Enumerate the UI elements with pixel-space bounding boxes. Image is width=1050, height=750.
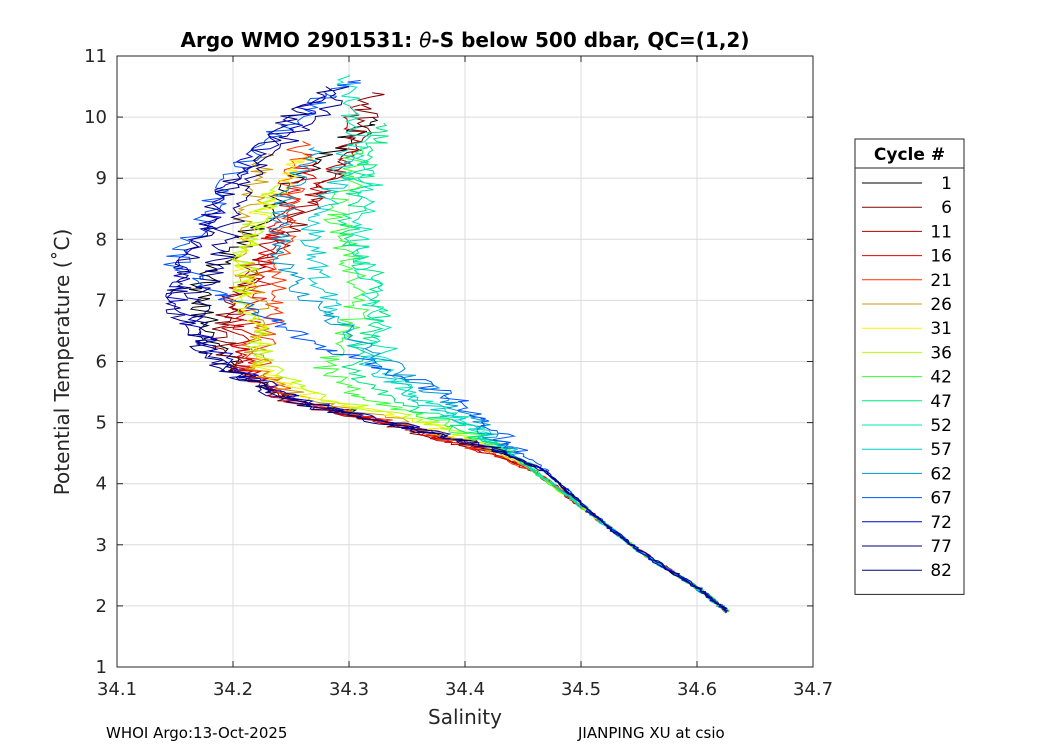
x-tick-label: 34.7 <box>793 679 833 700</box>
y-axis-ticks: 1 2 3 4 5 6 7 8 9 10 11 <box>84 46 813 678</box>
y-tick-label: 4 <box>96 474 107 495</box>
footer-author: JIANPING XU at csio <box>578 724 725 742</box>
y-axis-label: Potential Temperature (˚C) <box>50 229 74 496</box>
legend-label-77: 77 <box>930 537 952 557</box>
series-line-cycle-21 <box>244 141 729 613</box>
legend-label-62: 62 <box>930 464 952 484</box>
legend-label-21: 21 <box>930 271 952 291</box>
series-line-cycle-62 <box>267 147 728 612</box>
y-tick-label: 11 <box>84 46 107 67</box>
y-tick-label: 8 <box>96 229 107 250</box>
series-line-cycle-6 <box>210 92 730 613</box>
title-suffix: -S below 500 dbar, QC=(1,2) <box>431 28 749 52</box>
series-line-cycle-72 <box>165 92 729 614</box>
legend-label-52: 52 <box>930 416 952 436</box>
y-tick-label: 2 <box>96 596 107 617</box>
title-prefix: Argo WMO 2901531: <box>181 28 420 52</box>
legend-label-72: 72 <box>930 513 952 533</box>
series-line-cycle-57 <box>299 147 729 612</box>
legend-title: Cycle # <box>874 145 945 165</box>
series-line-cycle-82 <box>183 86 726 612</box>
x-tick-label: 34.6 <box>677 679 717 700</box>
footer-source: WHOI Argo:13-Oct-2025 <box>106 724 288 742</box>
legend-label-11: 11 <box>930 222 952 242</box>
legend-label-16: 16 <box>930 247 952 267</box>
plot-series <box>163 74 730 614</box>
x-axis-label: Salinity <box>428 705 502 729</box>
legend-label-31: 31 <box>930 319 952 339</box>
grid-lines <box>116 55 814 668</box>
y-tick-label: 5 <box>96 413 107 434</box>
x-axis-ticks: 34.1 34.2 34.3 34.4 34.5 34.6 34.7 <box>97 56 833 700</box>
x-tick-label: 34.2 <box>213 679 253 700</box>
y-tick-label: 3 <box>96 535 107 556</box>
legend-box <box>854 138 965 595</box>
chart-title: Argo WMO 2901531: θ-S below 500 dbar, QC… <box>181 28 750 52</box>
y-tick-label: 9 <box>96 168 107 189</box>
y-tick-label: 10 <box>84 107 107 128</box>
series-line-cycle-31 <box>231 153 727 614</box>
chart-title-text: Argo WMO 2901531: θ-S below 500 dbar, QC… <box>181 28 750 52</box>
series-line-cycle-42 <box>312 147 730 613</box>
legend-label-36: 36 <box>930 343 952 363</box>
title-theta: θ <box>419 28 431 52</box>
legend-label-57: 57 <box>930 440 952 460</box>
x-tick-label: 34.3 <box>329 679 369 700</box>
series-line-cycle-26 <box>233 153 726 613</box>
y-tick-label: 6 <box>96 352 107 373</box>
legend-label-6: 6 <box>941 198 952 218</box>
legend-label-26: 26 <box>930 295 952 315</box>
y-tick-label: 7 <box>96 290 107 311</box>
legend-label-82: 82 <box>930 561 952 581</box>
y-tick-label: 1 <box>96 657 107 678</box>
legend-label-42: 42 <box>930 368 952 388</box>
series-line-cycle-77 <box>165 86 729 612</box>
x-tick-label: 34.5 <box>561 679 601 700</box>
x-tick-label: 34.1 <box>97 679 137 700</box>
series-line-cycle-1 <box>189 116 728 613</box>
legend-label-67: 67 <box>930 489 952 509</box>
legend-label-47: 47 <box>930 392 952 412</box>
legend-label-1: 1 <box>941 174 952 194</box>
series-line-cycle-52 <box>336 74 727 614</box>
series-line-cycle-16 <box>229 153 727 612</box>
x-tick-label: 34.4 <box>445 679 485 700</box>
series-line-cycle-47 <box>336 122 727 613</box>
